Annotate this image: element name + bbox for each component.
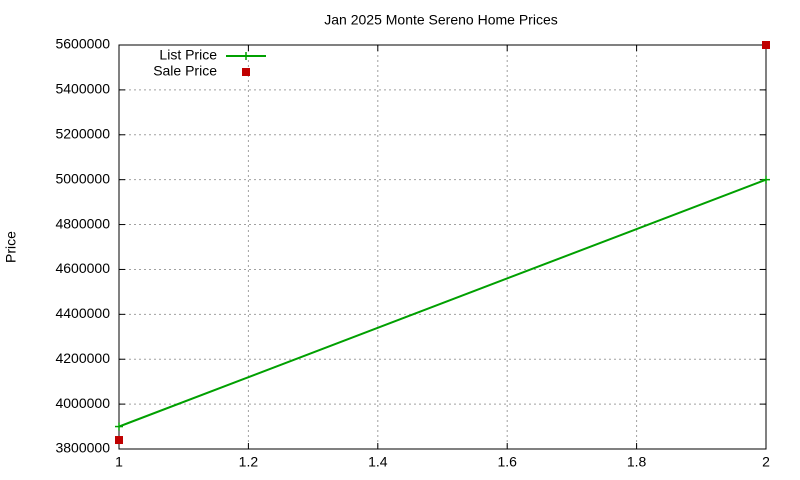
legend-marker (242, 68, 250, 76)
x-tick-label: 1.8 (627, 454, 647, 470)
x-tick-label: 2 (762, 454, 770, 470)
y-tick-label: 4600000 (55, 260, 110, 276)
legend-label: List Price (159, 47, 217, 63)
legend-marker (242, 52, 250, 60)
y-tick-label: 4800000 (55, 215, 110, 231)
y-tick-label: 5600000 (55, 36, 110, 52)
y-tick-label: 4200000 (55, 350, 110, 366)
y-axis-label: Price (3, 231, 19, 263)
y-tick-label: 5400000 (55, 81, 110, 97)
x-tick-label: 1.4 (368, 454, 388, 470)
point (115, 422, 123, 431)
y-tick-label: 4400000 (55, 305, 110, 321)
plot-frame (118, 44, 767, 450)
y-tick-label: 3800000 (55, 440, 110, 456)
legend-label: Sale Price (153, 63, 217, 79)
x-tick-label: 1.6 (497, 454, 517, 470)
series-line (118, 178, 767, 428)
y-tick-label: 5000000 (55, 170, 110, 186)
y-tick-label: 5200000 (55, 125, 110, 141)
point (762, 41, 770, 49)
point (115, 436, 123, 445)
point (762, 175, 770, 184)
chart-title: Jan 2025 Monte Sereno Home Prices (324, 12, 557, 28)
x-tick-label: 1.2 (239, 454, 259, 470)
y-tick-label: 4000000 (55, 395, 110, 411)
x-tick-label: 1 (115, 454, 123, 470)
